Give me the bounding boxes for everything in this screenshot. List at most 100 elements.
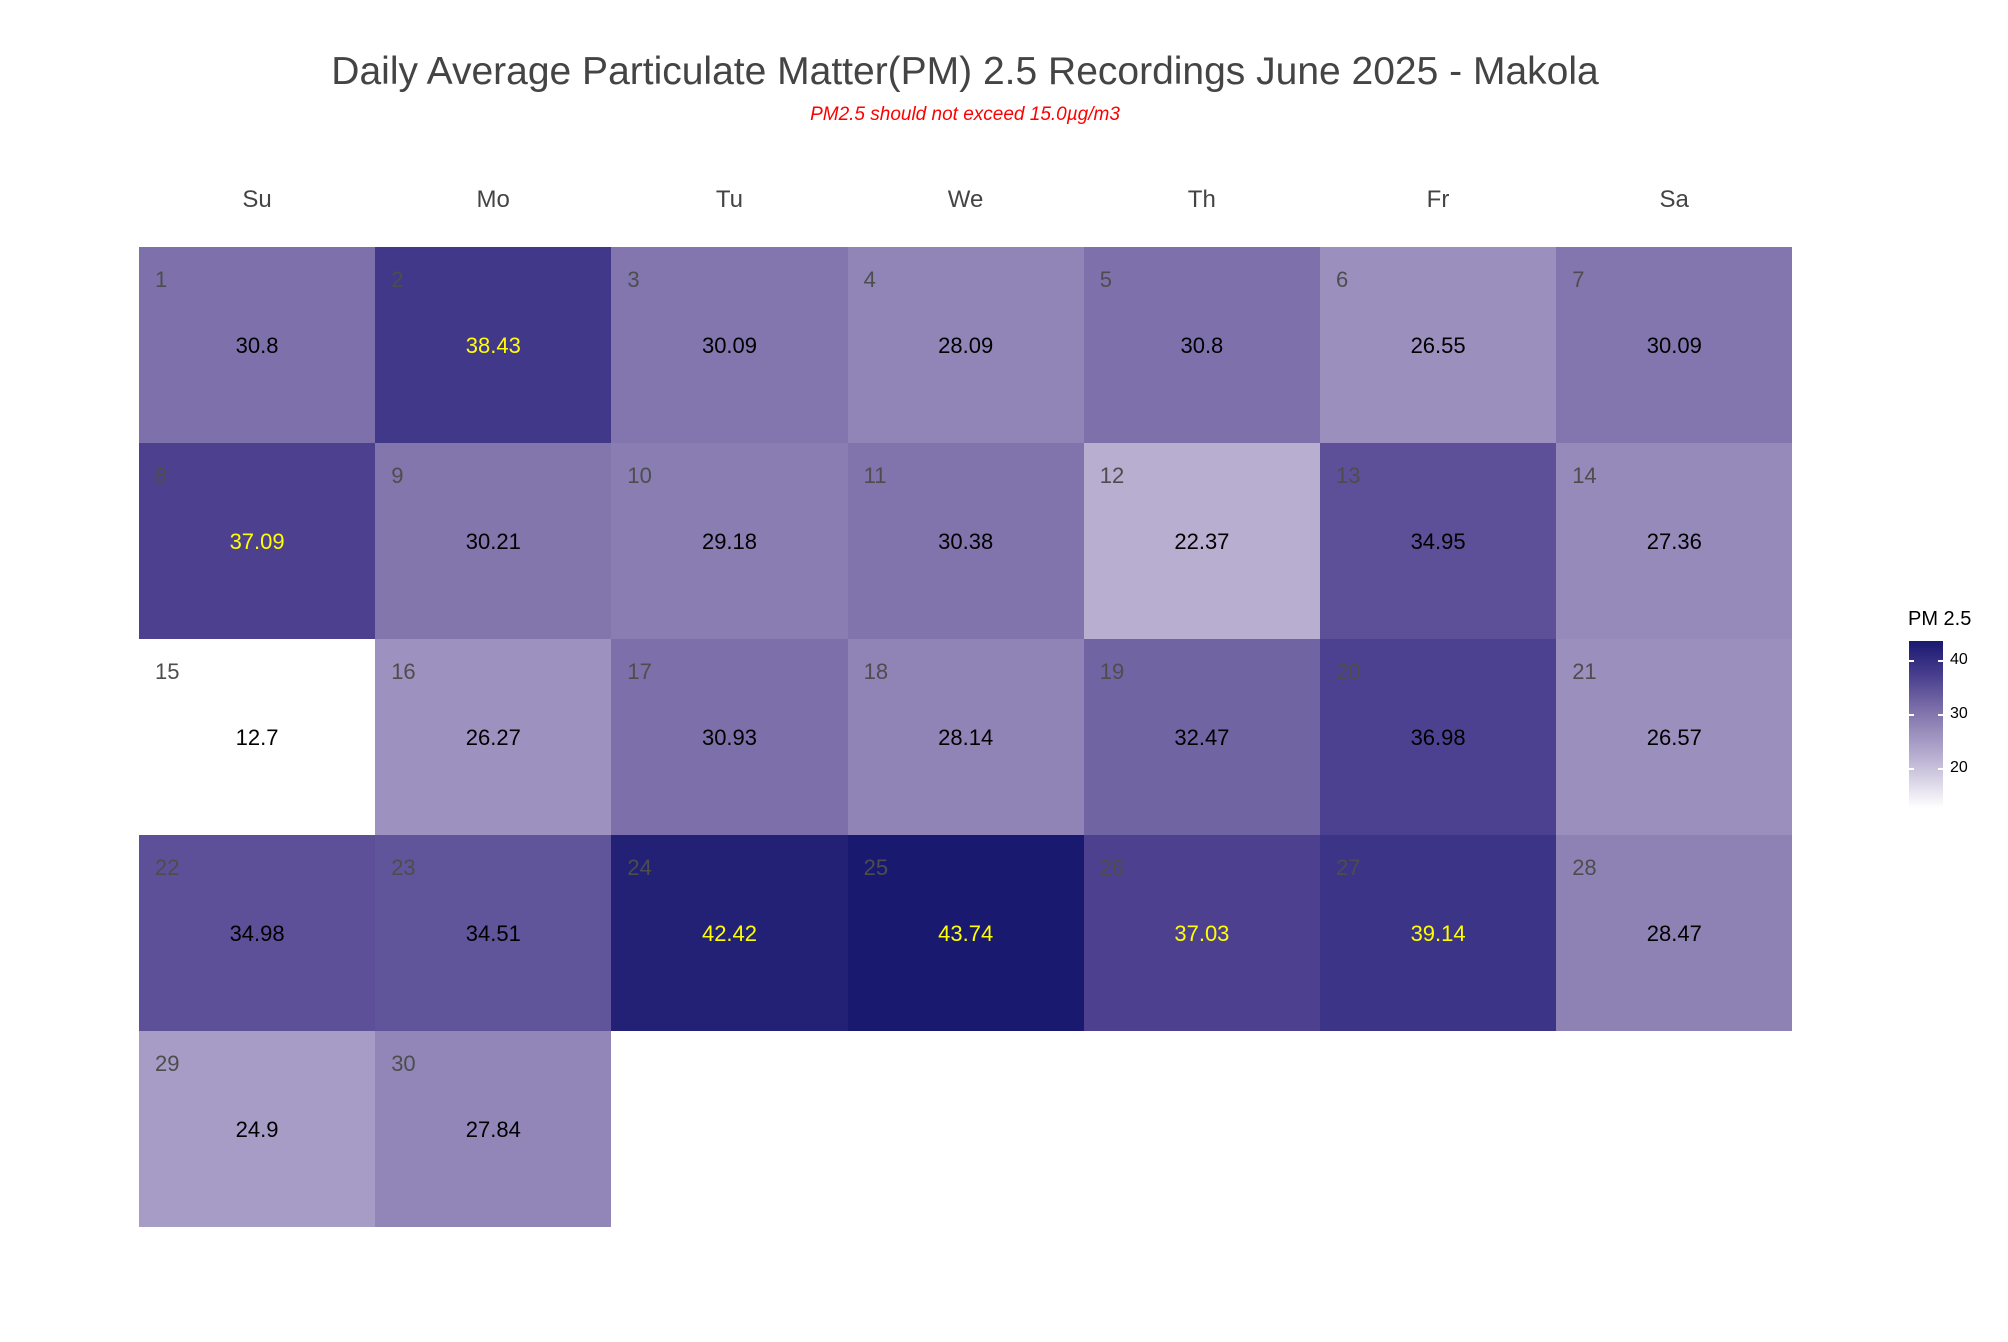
value-label: 30.8 xyxy=(1180,333,1224,358)
calendar-cell: 2 38.43 xyxy=(375,247,612,443)
calendar-cell: 7 30.09 xyxy=(1556,247,1793,443)
value-label: 30.93 xyxy=(701,725,758,750)
day-number: 19 xyxy=(1099,659,1125,684)
day-number: 20 xyxy=(1336,659,1361,684)
calendar-cell: 10 29.18 xyxy=(611,443,848,639)
calendar-cell: 29 24.9 xyxy=(139,1031,376,1227)
value-label: 30.8 xyxy=(235,333,279,358)
calendar-cell: 30 27.84 xyxy=(375,1031,612,1227)
legend-colorbar xyxy=(1909,641,1943,808)
value-label: 43.74 xyxy=(938,921,994,946)
weekday-label-fr: Fr xyxy=(1426,186,1450,213)
value-label: 28.14 xyxy=(938,725,994,750)
legend-tick-mark xyxy=(1938,713,1943,716)
calendar-cell: 18 28.14 xyxy=(847,639,1084,835)
value-label: 36.98 xyxy=(1410,725,1466,750)
day-number: 23 xyxy=(391,855,416,880)
value-label: 30.21 xyxy=(465,529,521,554)
day-number: 30 xyxy=(391,1051,416,1076)
chart-title: Daily Average Particulate Matter(PM) 2.5… xyxy=(331,50,1599,93)
value-label: 12.7 xyxy=(235,725,279,750)
value-label: 30.38 xyxy=(938,529,994,554)
day-number: 2 xyxy=(391,267,404,292)
calendar-cell: 15 12.7 xyxy=(139,639,376,835)
calendar-cell: 21 26.57 xyxy=(1556,639,1793,835)
calendar-cell: 17 30.93 xyxy=(611,639,848,835)
legend-tick-mark xyxy=(1909,713,1914,716)
calendar-cell: 13 34.95 xyxy=(1320,443,1557,639)
value-label: 28.47 xyxy=(1646,921,1702,946)
day-number: 13 xyxy=(1336,463,1361,488)
calendar-cell: 4 28.09 xyxy=(847,247,1084,443)
weekday-label-th: Th xyxy=(1187,186,1216,213)
day-number: 21 xyxy=(1572,659,1597,684)
legend-tick-label: 30 xyxy=(1950,704,1968,722)
day-number: 9 xyxy=(391,463,404,488)
legend-tick-mark xyxy=(1909,767,1914,770)
value-label: 30.09 xyxy=(701,333,758,358)
day-number: 5 xyxy=(1099,267,1113,292)
legend-tick-mark xyxy=(1938,767,1943,770)
day-number: 7 xyxy=(1572,267,1585,292)
calendar-cell: 1 30.8 xyxy=(139,247,376,443)
day-number: 16 xyxy=(391,659,416,684)
calendar-cell: 22 34.98 xyxy=(139,835,376,1031)
calendar-cell: 25 43.74 xyxy=(847,835,1084,1031)
calendar-cell: 27 39.14 xyxy=(1320,835,1557,1031)
day-number: 28 xyxy=(1572,855,1597,880)
day-number: 26 xyxy=(1099,855,1125,880)
day-number: 4 xyxy=(863,267,876,292)
day-number: 8 xyxy=(155,463,168,488)
value-label: 26.27 xyxy=(465,725,521,750)
value-label: 34.98 xyxy=(229,921,285,946)
calendar-cell: 3 30.09 xyxy=(611,247,848,443)
value-label: 27.36 xyxy=(1646,529,1702,554)
value-label: 39.14 xyxy=(1410,921,1466,946)
day-number: 6 xyxy=(1336,267,1349,292)
calendar-cell: 28 28.47 xyxy=(1556,835,1793,1031)
weekday-label-we: We xyxy=(947,186,984,213)
weekday-label-tu: Tu xyxy=(715,186,743,213)
legend-title: PM 2.5 xyxy=(1908,608,1972,630)
weekday-label-sa: Sa xyxy=(1659,186,1689,213)
calendar-cell: 9 30.21 xyxy=(375,443,612,639)
legend-tick-mark xyxy=(1909,660,1914,663)
legend-tick-mark xyxy=(1938,660,1943,663)
day-number: 25 xyxy=(863,855,889,880)
value-label: 34.95 xyxy=(1410,529,1466,554)
value-label: 42.42 xyxy=(701,921,758,946)
day-number: 29 xyxy=(155,1051,180,1076)
calendar-cell: 23 34.51 xyxy=(375,835,612,1031)
calendar-cell: 12 22.37 xyxy=(1083,443,1320,639)
day-number: 24 xyxy=(627,855,652,880)
day-number: 22 xyxy=(155,855,180,880)
legend-tick-label: 40 xyxy=(1950,651,1968,669)
value-label: 22.37 xyxy=(1174,529,1230,554)
chart-subtitle: PM2.5 should not exceed 15.0µg/m3 xyxy=(810,104,1120,125)
calendar-cell: 26 37.03 xyxy=(1083,835,1320,1031)
day-number: 14 xyxy=(1572,463,1597,488)
calendar-cell: 14 27.36 xyxy=(1556,443,1793,639)
value-label: 26.55 xyxy=(1410,333,1466,358)
day-number: 18 xyxy=(863,659,889,684)
value-label: 30.09 xyxy=(1646,333,1702,358)
value-label: 32.47 xyxy=(1174,725,1230,750)
calendar-cell: 11 30.38 xyxy=(847,443,1084,639)
calendar-cell: 5 30.8 xyxy=(1083,247,1320,443)
day-number: 15 xyxy=(155,659,180,684)
calendar-cell: 8 37.09 xyxy=(139,443,376,639)
day-number: 12 xyxy=(1099,463,1125,488)
day-number: 1 xyxy=(155,267,168,292)
value-label: 28.09 xyxy=(938,333,994,358)
calendar-cell: 24 42.42 xyxy=(611,835,848,1031)
value-label: 37.03 xyxy=(1174,921,1230,946)
legend-tick-label: 20 xyxy=(1950,758,1968,776)
calendar-cell: 6 26.55 xyxy=(1320,247,1557,443)
calendar-cell: 19 32.47 xyxy=(1083,639,1320,835)
calendar-cell: 16 26.27 xyxy=(375,639,612,835)
day-number: 10 xyxy=(627,463,652,488)
value-label: 26.57 xyxy=(1646,725,1702,750)
weekday-label-mo: Mo xyxy=(476,186,510,213)
value-label: 37.09 xyxy=(229,529,285,554)
weekday-label-su: Su xyxy=(242,186,272,213)
